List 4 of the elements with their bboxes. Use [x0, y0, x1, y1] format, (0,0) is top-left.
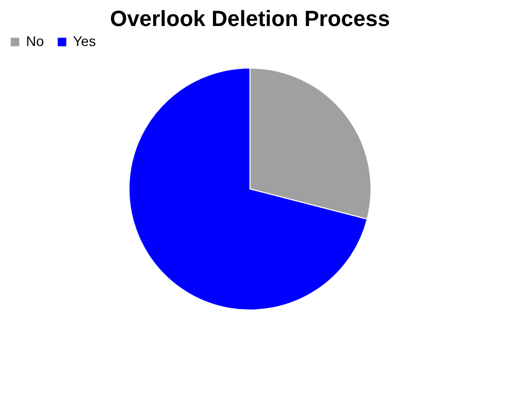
chart-title: Overlook Deletion Process: [110, 6, 390, 31]
pie-slice: [128, 68, 368, 310]
legend-label: Yes: [73, 33, 96, 49]
legend-label: No: [26, 33, 44, 49]
